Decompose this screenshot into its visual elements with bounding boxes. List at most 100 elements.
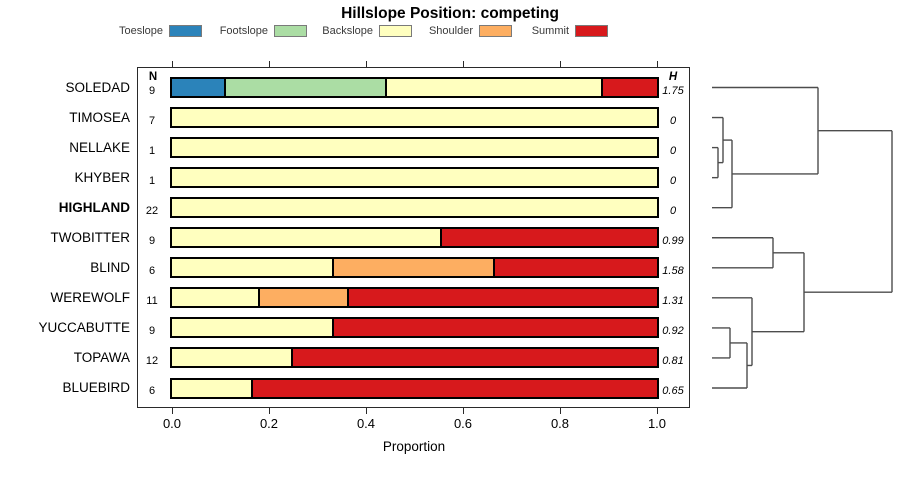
row-label-bluebird: BLUEBIRD <box>62 380 130 395</box>
axis-tick-top <box>366 61 367 67</box>
bar-segment-summit <box>495 259 657 277</box>
row-n-value: 22 <box>145 204 159 217</box>
row-n-value: 6 <box>148 264 156 277</box>
bar-segment-backslope <box>172 289 261 307</box>
bar-segment-summit <box>293 349 657 367</box>
n-column-header: N <box>148 71 158 83</box>
row-label-timosea: TIMOSEA <box>69 109 130 125</box>
axis-tick-top <box>463 61 464 67</box>
row-label-topawa: TOPAWA <box>73 349 130 365</box>
axis-tick-top <box>560 61 561 67</box>
stacked-bar-soledad <box>170 77 659 98</box>
row-h-value: 1.31 <box>662 294 684 307</box>
stacked-bar-nellake <box>170 137 659 159</box>
bar-segment-toeslope <box>172 79 226 96</box>
stacked-bar-twobitter <box>170 227 659 249</box>
row-label-nellake: NELLAKE <box>69 139 130 155</box>
bar-segment-backslope <box>172 319 334 337</box>
bar-segment-backslope <box>172 169 657 187</box>
bar-segment-shoulder <box>333 259 496 277</box>
axis-tick-bottom <box>366 408 367 414</box>
plot-area-frame <box>137 67 690 408</box>
row-n-value: 9 <box>148 84 156 97</box>
legend-item-label: Shoulder <box>428 25 473 37</box>
axis-tick-label: 1.0 <box>647 416 667 431</box>
bar-segment-backslope <box>172 139 657 157</box>
legend-item-backslope: Backslope <box>262 24 412 38</box>
row-n-value: 12 <box>145 354 159 367</box>
row-label-yuccabutte: YUCCABUTTE <box>38 319 130 335</box>
bar-segment-summit <box>333 319 657 337</box>
stacked-bar-blind <box>170 257 659 279</box>
stacked-bar-khyber <box>170 167 659 189</box>
stacked-bar-topawa <box>170 347 659 369</box>
bar-segment-footslope <box>225 79 388 96</box>
row-label-twobitter: TWOBITTER <box>50 229 131 245</box>
row-label-werewolf: WEREWOLF <box>50 289 131 305</box>
row-label-highland: HIGHLAND <box>58 199 130 215</box>
stacked-bar-werewolf <box>170 287 659 309</box>
row-label-soledad: SOLEDAD <box>65 79 130 95</box>
stacked-bar-highland <box>170 197 659 219</box>
legend-item-label: Backslope <box>322 25 373 37</box>
row-h-value: 0 <box>669 204 677 217</box>
row-h-value: 0.92 <box>662 324 684 337</box>
bar-segment-backslope <box>172 199 657 217</box>
h-column-header: H <box>668 71 678 83</box>
bar-segment-summit <box>441 229 657 247</box>
axis-tick-bottom <box>657 408 658 414</box>
axis-tick-label: 0.4 <box>356 416 376 431</box>
axis-tick-bottom <box>560 408 561 414</box>
axis-tick-label: 0.8 <box>550 416 570 431</box>
row-h-value: 1.75 <box>662 84 684 97</box>
legend-swatch-shoulder <box>479 25 512 37</box>
legend-item-label: Footslope <box>219 25 268 37</box>
bar-segment-backslope <box>172 349 294 367</box>
bar-segment-summit <box>603 79 657 96</box>
stacked-bar-bluebird <box>170 377 659 399</box>
axis-tick-top <box>657 61 658 67</box>
legend-swatch-summit <box>575 25 608 37</box>
bar-segment-backslope <box>172 379 253 397</box>
bar-segment-backslope <box>172 229 442 247</box>
axis-tick-top <box>172 61 173 67</box>
legend-item-summit: Summit <box>458 24 608 38</box>
legend-swatch-toeslope <box>169 25 202 37</box>
row-h-value: 0 <box>669 144 677 157</box>
stacked-bar-timosea <box>170 107 659 129</box>
axis-tick-bottom <box>172 408 173 414</box>
axis-tick-top <box>269 61 270 67</box>
row-h-value: 0 <box>669 114 677 127</box>
legend-item-shoulder: Shoulder <box>362 24 512 38</box>
legend-item-label: Summit <box>531 25 569 37</box>
row-label-khyber: KHYBER <box>74 169 130 185</box>
x-axis-title: Proportion <box>382 439 446 454</box>
legend-swatch-backslope <box>379 25 412 37</box>
legend-item-toeslope: Toeslope <box>52 24 202 38</box>
row-n-value: 1 <box>148 174 156 187</box>
row-h-value: 0.81 <box>662 354 684 367</box>
axis-tick-label: 0.6 <box>453 416 473 431</box>
axis-tick-bottom <box>463 408 464 414</box>
row-n-value: 11 <box>146 294 158 307</box>
legend-swatch-footslope <box>274 25 307 37</box>
bar-segment-backslope <box>172 109 657 127</box>
bar-segment-summit <box>348 289 657 307</box>
row-n-value: 9 <box>148 324 156 337</box>
row-h-value: 1.58 <box>662 264 684 277</box>
bar-segment-shoulder <box>260 289 349 307</box>
row-h-value: 0.99 <box>662 234 684 247</box>
axis-tick-label: 0.2 <box>259 416 279 431</box>
row-label-blind: BLIND <box>90 259 130 275</box>
chart-title: Hillslope Position: competing <box>341 5 559 22</box>
row-h-value: 0.65 <box>662 385 684 397</box>
stacked-bar-yuccabutte <box>170 317 659 339</box>
row-h-value: 0 <box>669 174 677 187</box>
legend-item-footslope: Footslope <box>157 24 307 38</box>
row-n-value: 6 <box>148 385 156 397</box>
row-n-value: 7 <box>148 114 156 127</box>
axis-tick-bottom <box>269 408 270 414</box>
row-n-value: 1 <box>148 144 156 157</box>
axis-tick-label: 0.0 <box>162 416 182 431</box>
